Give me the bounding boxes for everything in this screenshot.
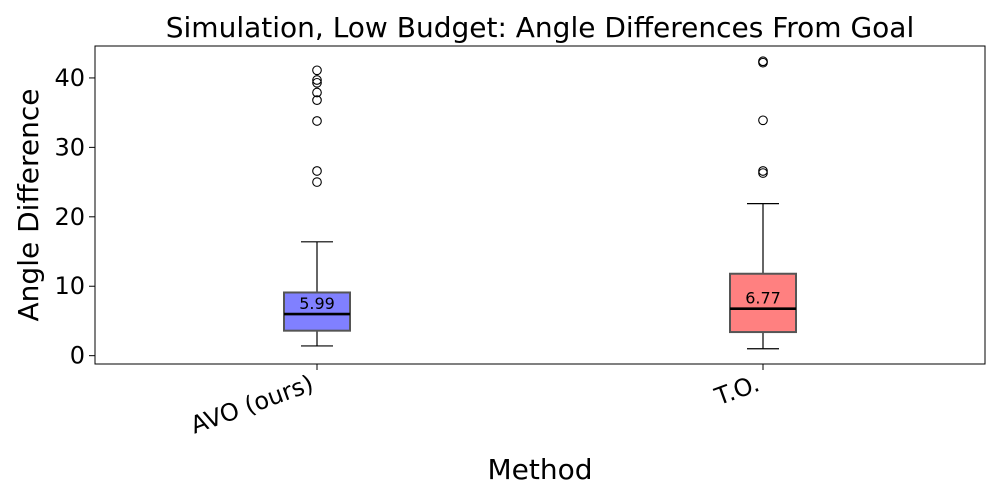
x-axis-label: Method	[487, 453, 592, 486]
y-axis: 0 10 20 30 40	[54, 64, 95, 370]
outlier-point	[312, 77, 322, 88]
outlier-point	[312, 95, 322, 106]
box-series-0	[283, 291, 351, 332]
x-tick-label: AVO (ours)	[187, 369, 317, 439]
y-tick-label: 40	[54, 64, 85, 92]
plot-frame	[94, 45, 986, 365]
outlier-point	[312, 75, 322, 85]
outlier-point	[758, 166, 768, 176]
x-axis: AVO (ours) T.O.	[187, 364, 764, 440]
y-tick-label: 30	[54, 133, 85, 161]
outlier-point	[312, 87, 322, 98]
outlier-point	[312, 166, 322, 176]
x-tick-label: T.O.	[710, 369, 763, 411]
box-series-1	[729, 272, 797, 334]
outlier-point	[312, 177, 322, 187]
median-label: 6.77	[745, 289, 781, 308]
outlier-point	[312, 116, 322, 126]
y-tick-label: 10	[54, 272, 85, 300]
y-tick-label: 20	[54, 203, 85, 231]
median-label: 5.99	[299, 294, 335, 313]
plot-area: 5.99 6.77	[94, 45, 986, 365]
chart-title: Simulation, Low Budget: Angle Difference…	[166, 11, 914, 44]
outlier-point	[758, 115, 768, 126]
y-axis-label: Angle Difference	[12, 89, 45, 322]
outlier-point	[312, 65, 322, 76]
outlier-point	[758, 56, 768, 67]
outlier-point	[758, 168, 768, 178]
y-tick-label: 0	[70, 342, 85, 370]
